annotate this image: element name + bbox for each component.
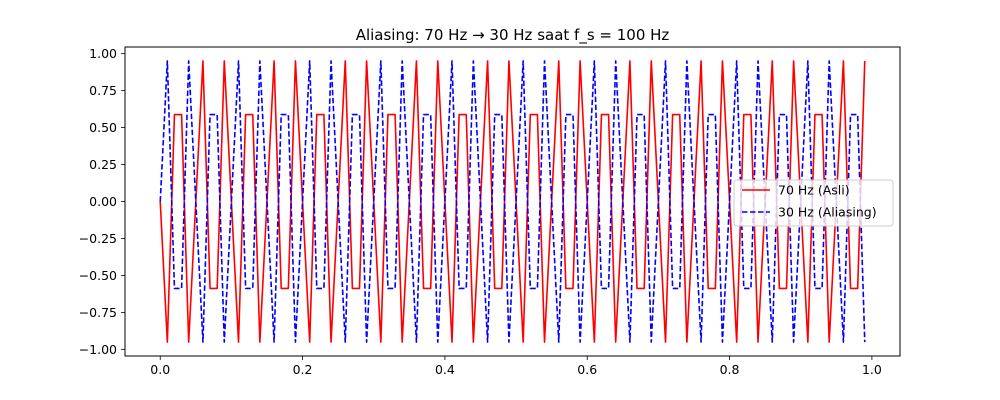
legend-box [733, 179, 894, 227]
y-tick-label: −0.25 [79, 231, 117, 246]
y-tick-label: −1.00 [79, 342, 117, 357]
x-tick-label: 0.8 [720, 362, 740, 377]
y-tick-label: 1.00 [89, 46, 117, 61]
y-tick-label: −0.50 [79, 268, 117, 283]
x-tick-label: 0.2 [293, 362, 313, 377]
series-line-30hz [159, 60, 866, 343]
x-tick-label: 0.6 [577, 362, 597, 377]
legend: 70 Hz (Asli) 30 Hz (Aliasing) [733, 179, 894, 227]
y-tick-label: 0.25 [89, 157, 117, 172]
series-layer [159, 60, 866, 343]
y-tick-label: 0.50 [89, 120, 117, 135]
y-tick-label: 0.00 [89, 194, 117, 209]
x-tick-label: 0.4 [435, 362, 455, 377]
y-axis: 1.00 0.75 0.50 0.25 0.00 −0.25 −0.50 −0.75 −1.00 [79, 46, 125, 357]
x-axis: 0.0 0.2 0.4 0.6 0.8 1.0 [150, 356, 882, 377]
legend-label-70hz: 70 Hz (Asli) [778, 183, 850, 198]
x-tick-label: 0.0 [150, 362, 170, 377]
x-tick-label: 1.0 [862, 362, 882, 377]
legend-label-30hz: 30 Hz (Aliasing) [778, 205, 877, 220]
chart-title: Aliasing: 70 Hz → 30 Hz saat f_s = 100 H… [356, 26, 670, 45]
y-tick-label: −0.75 [79, 305, 117, 320]
y-tick-label: 0.75 [89, 83, 117, 98]
series-line-70hz [159, 60, 866, 343]
